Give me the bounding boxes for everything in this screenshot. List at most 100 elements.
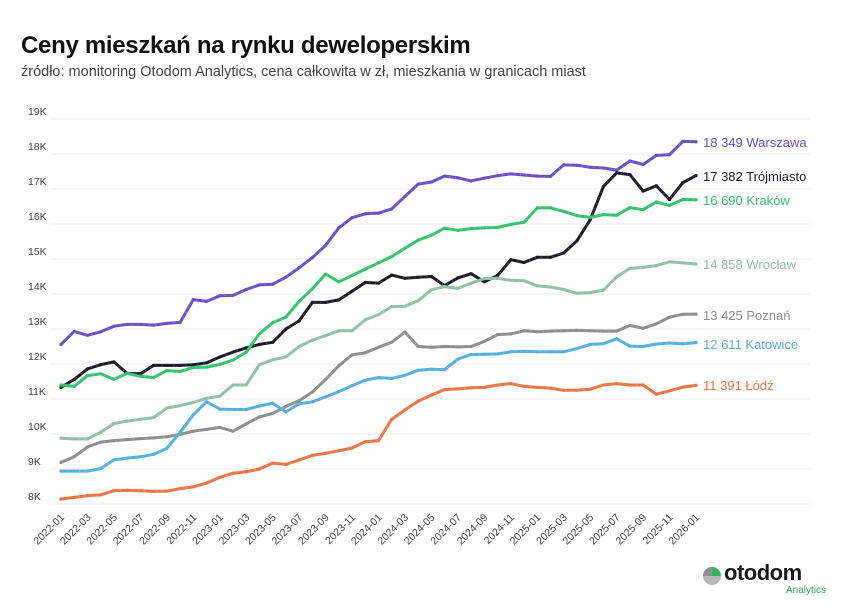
data-point [390,207,394,211]
data-point [138,417,142,421]
y-tick-label: 14K [28,281,47,293]
data-point [641,383,645,387]
data-point [667,203,672,208]
data-point [694,140,698,144]
data-point [390,417,394,421]
data-point [191,400,195,405]
data-point [99,430,103,434]
data-point [231,471,235,475]
data-point [641,208,645,212]
data-point [363,280,367,285]
data-point [681,139,685,143]
data-point [548,255,553,259]
data-point [284,410,288,414]
data-point [575,328,579,332]
data-point [469,344,473,349]
data-point [271,321,275,325]
data-point [85,333,90,337]
data-point [310,390,314,394]
data-point [350,384,354,388]
data-point [694,262,698,266]
data-point [297,458,301,462]
data-point [548,174,553,178]
data-point [403,373,407,377]
data-point [575,347,579,351]
data-point [588,291,592,295]
data-point [376,211,381,215]
data-point [59,385,63,390]
data-point [403,276,407,280]
data-point [125,456,129,460]
data-point [125,419,129,423]
chart-title: Ceny mieszkań na rynku deweloperskim [21,32,471,59]
data-point [59,383,63,387]
end-label-wrocław: 14 858 Wrocław [703,257,797,272]
data-point [337,298,341,302]
data-point [204,396,209,400]
data-point [509,278,513,282]
data-point [641,162,645,167]
data-point [667,153,672,157]
data-point [509,332,513,336]
data-point [562,350,566,354]
data-point [535,350,539,354]
data-point [601,383,605,387]
data-point [271,401,275,405]
data-point [509,222,513,226]
data-point [694,198,698,202]
data-point [323,377,328,381]
data-point [204,427,209,432]
data-point [522,349,526,353]
data-point [548,386,553,390]
data-point [575,388,579,392]
data-point [509,172,513,176]
otodom-logo: otodom Analytics [702,560,832,603]
data-point [85,373,90,378]
data-point [284,355,288,359]
data-point [535,255,539,259]
data-point [257,342,262,346]
data-point [628,205,632,210]
data-point [416,344,420,349]
data-point [244,470,248,474]
y-axis-ticks: 8K 9K 10K 11K 12K 13K 14K 15K 16K 17K 18K 19K [28,106,47,503]
data-point [601,184,605,189]
data-point [310,300,314,304]
data-point [482,176,486,180]
data-point [257,283,262,287]
data-point [681,385,685,389]
data-point [495,352,500,356]
data-point [482,226,486,230]
data-point [681,312,685,316]
data-point [588,329,592,333]
data-point [152,452,156,456]
data-point [495,276,500,280]
data-point [85,445,90,449]
data-point [601,329,605,333]
data-point [99,467,103,471]
data-point [535,206,539,210]
data-point [654,264,658,268]
data-point [522,279,526,283]
data-point [363,440,367,444]
data-point [469,272,473,276]
data-point [495,174,500,178]
data-point [562,388,566,392]
data-point [231,350,235,354]
data-point [257,332,262,336]
data-point [297,299,301,303]
data-point [654,392,658,396]
data-point [615,168,619,172]
data-point [59,342,63,346]
data-point [416,275,420,279]
series-line-kraków [59,198,698,388]
data-point [59,497,63,501]
data-point [271,461,275,465]
data-point [218,394,222,398]
series-line-wrocław [59,260,698,441]
data-point [178,320,182,324]
data-point [218,294,222,298]
data-point [363,212,367,216]
data-point [615,337,619,341]
data-point [522,260,526,265]
